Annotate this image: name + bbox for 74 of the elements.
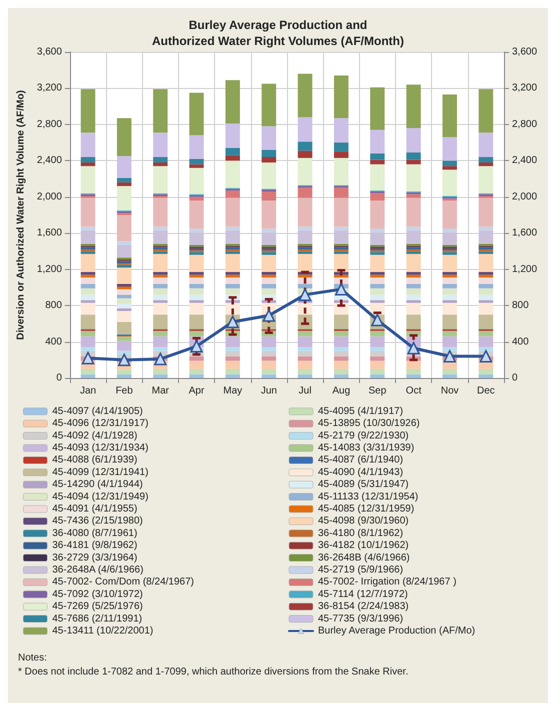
legend-label: 45-7002- Irrigation (8/24/1967 ): [318, 576, 456, 588]
text: Notes:: [18, 652, 47, 664]
legend-label: 45-4094 (12/31/1949): [52, 491, 148, 502]
x-tick-label: May: [223, 386, 242, 396]
legend-label: 36-4181 (9/8/1962): [52, 540, 138, 552]
legend-label: 36-2648A (4/6/1966): [52, 564, 144, 576]
legend-label: 45-4088 (6/1/1939): [52, 454, 138, 466]
legend-label: 45-7735 (9/3/1996): [318, 613, 404, 624]
legend-label: 45-4090 (4/1/1943): [318, 466, 404, 478]
y2-tick-label: 0: [512, 372, 518, 384]
y2-tick-label: 3,200: [512, 82, 538, 94]
legend-label: 45-4099 (12/31/1941): [52, 466, 148, 478]
y-tick-label: 400: [45, 336, 62, 348]
legend-label: 45-7002- Com/Dom (8/24/1967): [52, 576, 194, 588]
y-tick-label: 800: [45, 300, 62, 312]
x-tick-label: Jun: [260, 386, 277, 396]
y-tick-label: 1,600: [36, 228, 62, 239]
legend-label: 45-4093 (12/31/1934): [52, 442, 148, 454]
legend-label: 45-4097 (4/14/1905): [52, 406, 143, 417]
x-tick-label: Nov: [440, 386, 459, 396]
x-tick-label: Apr: [188, 386, 205, 396]
legend-label: 45-13411 (10/22/2001): [52, 626, 154, 636]
legend-label: 45-7114 (12/7/1972): [318, 588, 408, 600]
legend-label: 45-7686 (2/11/1991): [52, 613, 142, 624]
y-tick-label: 2,400: [36, 155, 62, 166]
legend-label: 45-14290 (4/1/1944): [52, 479, 143, 490]
y-tick-label: 2,000: [36, 191, 62, 202]
legend-label: 45-2719 (5/9/1966): [318, 564, 404, 576]
y2-tick-label: 3,600: [512, 46, 538, 58]
x-tick-label: Jan: [80, 386, 96, 396]
legend-label: 45-4087 (6/1/1940): [318, 454, 404, 466]
chart-title: Burley Average Production and Authorized Water Right Volumes (AF/Month): [152, 18, 404, 48]
legend-label: 45-4091 (4/1/1955): [52, 504, 138, 514]
y2-tick-label: 400: [512, 336, 530, 348]
legend-label: 36-4180 (8/1/1962): [318, 528, 404, 539]
legend-label: 36-4080 (8/7/1961): [52, 528, 138, 539]
x-tick-label: Sep: [368, 386, 387, 396]
legend-label: 45-14083 (3/31/1939): [318, 442, 414, 454]
y2-tick-label: 2,400: [512, 155, 538, 166]
x-tick-label: Aug: [332, 386, 350, 396]
y2-tick-label: 1,200: [512, 264, 538, 275]
y-tick-label: 2,800: [36, 118, 62, 130]
legend-label: 45-7436 (2/15/1980): [52, 516, 143, 527]
x-tick-label: Feb: [116, 386, 134, 396]
x-tick-label: Oct: [406, 386, 422, 396]
legend-label: 45-7269 (5/25/1976): [52, 601, 143, 612]
y2-tick-label: 1,600: [512, 228, 538, 239]
legend-label: 36-2729 (3/3/1964): [52, 552, 138, 564]
legend-label: 45-13895 (10/30/1926): [318, 418, 420, 430]
y2-tick-label: 800: [512, 300, 530, 312]
y-tick-label: 0: [56, 372, 62, 384]
y-tick-label: 1,200: [36, 264, 62, 275]
legend-label: 45-2179 (9/22/1930): [318, 430, 409, 442]
legend-label: 36-2648B (4/6/1966): [318, 552, 410, 564]
legend-label: 36-4182 (10/1/1962): [318, 540, 409, 552]
legend-label: 45-4096 (12/31/1917): [52, 418, 148, 430]
legend-label: 45-4098 (9/30/1960): [318, 516, 409, 527]
x-tick-label: Dec: [477, 386, 495, 396]
legend-label: 45-11133 (12/31/1954): [318, 491, 418, 502]
legend-label: 45-7092 (3/10/1972): [52, 588, 143, 600]
legend-label: 45-4092 (4/1/1928): [52, 430, 138, 442]
legend-label: 36-8154 (2/24/1983): [318, 601, 409, 612]
legend-label: 45-4085 (12/31/1959): [318, 504, 414, 514]
x-tick-label: Mar: [152, 386, 170, 396]
y-tick-label: 3,600: [36, 46, 62, 58]
y2-tick-label: 2,800: [512, 118, 538, 130]
x-tick-label: Jul: [298, 386, 312, 396]
y-axis-title: Diversion or Authorized Water Right Volume (AF/Mo): [16, 90, 26, 340]
legend-label: 45-4095 (4/1/1917): [318, 406, 404, 417]
legend-label: 45-4089 (5/31/1947): [318, 479, 409, 490]
text: * Does not include 1-7082 and 1-7099, which authorize diversions from the Snake River.: [18, 666, 408, 678]
y2-tick-label: 2,000: [512, 191, 538, 202]
y-tick-label: 3,200: [36, 82, 62, 94]
legend-label: Burley Average Production (AF/Mo): [318, 626, 476, 636]
